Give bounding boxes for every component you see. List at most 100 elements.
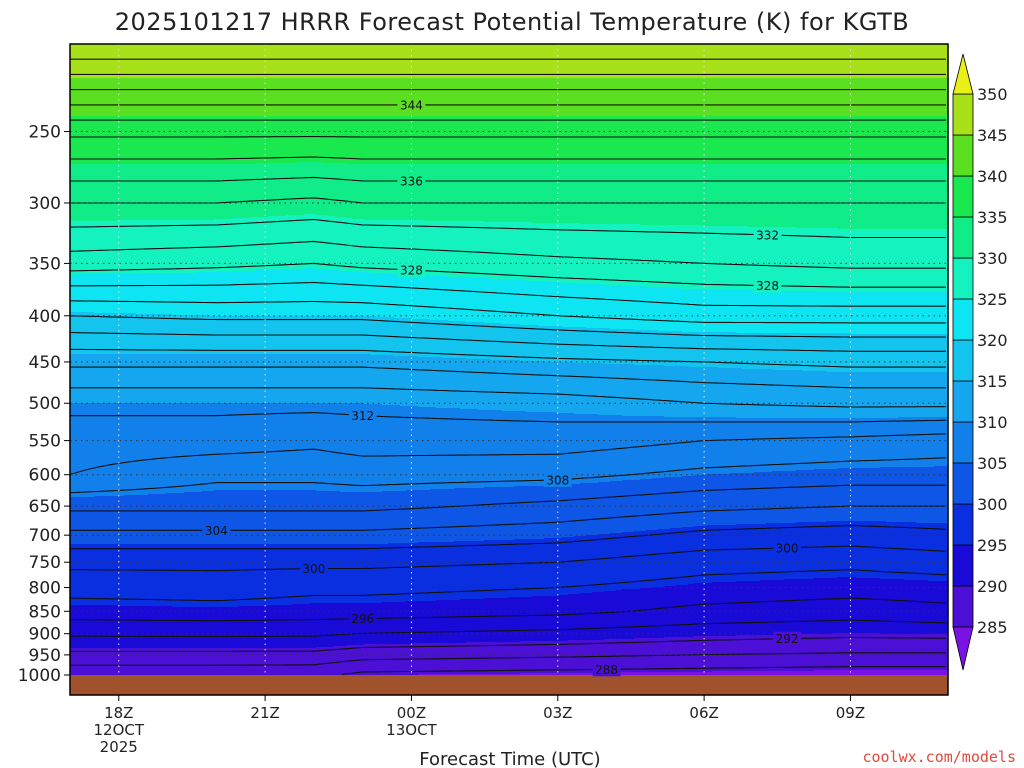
heatmap-cell — [808, 579, 815, 635]
heatmap-cell — [370, 544, 377, 604]
heatmap-cell — [160, 116, 167, 165]
heatmap-cell — [328, 491, 335, 545]
heatmap-cell — [496, 360, 503, 411]
heatmap-cell — [94, 313, 101, 355]
heatmap-cell — [742, 581, 749, 636]
heatmap-cell — [796, 370, 803, 419]
heatmap-cell — [694, 78, 701, 117]
heatmap-cell — [418, 44, 425, 79]
heatmap-cell — [910, 670, 917, 676]
heatmap-cell — [886, 579, 893, 635]
heatmap-cell — [604, 591, 611, 640]
heatmap-cell — [640, 44, 647, 79]
heatmap-cell — [466, 44, 473, 79]
heatmap-cell — [82, 605, 89, 649]
heatmap-cell — [232, 544, 239, 608]
heatmap-cell — [478, 78, 485, 117]
heatmap-cell — [364, 116, 371, 165]
heatmap-cell — [736, 368, 743, 419]
heatmap-cell — [364, 78, 371, 117]
heatmap-cell — [922, 164, 929, 230]
heatmap-cell — [904, 372, 911, 418]
heatmap-cell — [688, 527, 695, 585]
heatmap-cell — [520, 486, 527, 540]
heatmap-cell — [160, 403, 167, 495]
heatmap-cell — [694, 225, 701, 290]
heatmap-cell — [898, 78, 905, 117]
heatmap-cell — [844, 372, 851, 419]
heatmap-cell — [688, 476, 695, 528]
heatmap-cell — [628, 116, 635, 165]
heatmap-cell — [544, 223, 551, 283]
heatmap-cell — [100, 354, 107, 404]
heatmap-cell — [838, 372, 845, 419]
heatmap-cell — [748, 581, 755, 636]
heatmap-cell — [442, 221, 449, 277]
heatmap-cell — [706, 226, 713, 291]
heatmap-cell — [670, 477, 677, 529]
heatmap-cell — [106, 403, 113, 497]
heatmap-cell — [448, 116, 455, 165]
heatmap-cell — [742, 418, 749, 474]
heatmap-cell — [784, 164, 791, 228]
y-tick-label: 250 — [29, 122, 61, 142]
heatmap-cell — [460, 488, 467, 542]
heatmap-cell — [184, 544, 191, 608]
heatmap-cell — [802, 164, 809, 229]
heatmap-cell — [736, 473, 743, 525]
heatmap-cell — [442, 164, 449, 222]
heatmap-cell — [556, 164, 563, 224]
heatmap-cell — [94, 354, 101, 404]
heatmap-cell — [760, 369, 767, 419]
heatmap-cell — [598, 534, 605, 593]
heatmap-cell — [232, 607, 239, 649]
heatmap-cell — [820, 522, 827, 579]
heatmap-cell — [910, 116, 917, 165]
heatmap-cell — [376, 273, 383, 318]
heatmap-cell — [172, 44, 179, 79]
heatmap-cell — [934, 372, 941, 418]
heatmap-cell — [202, 403, 209, 492]
heatmap-cell — [214, 354, 221, 404]
heatmap-cell — [736, 78, 743, 117]
heatmap-cell — [754, 472, 761, 525]
heatmap-cell — [202, 272, 209, 316]
heatmap-cell — [172, 493, 179, 545]
heatmap-cell — [934, 229, 941, 293]
contour-line-318 — [69, 348, 946, 368]
heatmap-cell — [616, 533, 623, 591]
heatmap-cell — [688, 417, 695, 477]
heatmap-cell — [658, 78, 665, 117]
heatmap-cell — [328, 78, 335, 117]
heatmap-cell — [904, 467, 911, 523]
heatmap-cell — [430, 407, 437, 490]
heatmap-cell — [496, 44, 503, 79]
heatmap-cell — [94, 648, 101, 676]
heatmap-cell — [94, 116, 101, 165]
contour-line-326 — [70, 281, 946, 307]
heatmap-cell — [910, 417, 917, 468]
heatmap-cell — [550, 223, 557, 283]
heatmap-cell — [154, 273, 161, 315]
heatmap-cell — [190, 220, 197, 274]
heatmap-cell — [868, 521, 875, 579]
heatmap-cell — [802, 116, 809, 165]
heatmap-cell — [856, 418, 863, 469]
heatmap-cell — [112, 116, 119, 165]
heatmap-cell — [436, 221, 443, 277]
heatmap-cell — [478, 541, 485, 600]
heatmap-cell — [328, 354, 335, 404]
heatmap-cell — [238, 78, 245, 117]
heatmap-cell — [904, 417, 911, 468]
heatmap-cell — [604, 364, 611, 416]
heatmap-cell — [424, 601, 431, 644]
heatmap-cell — [460, 164, 467, 222]
heatmap-cell — [310, 603, 317, 649]
heatmap-cell — [532, 116, 539, 165]
heatmap-cell — [322, 354, 329, 404]
heatmap-cell — [382, 602, 389, 645]
heatmap-cell — [310, 78, 317, 117]
heatmap-cell — [712, 226, 719, 291]
heatmap-cell — [808, 164, 815, 229]
heatmap-cell — [592, 535, 599, 593]
